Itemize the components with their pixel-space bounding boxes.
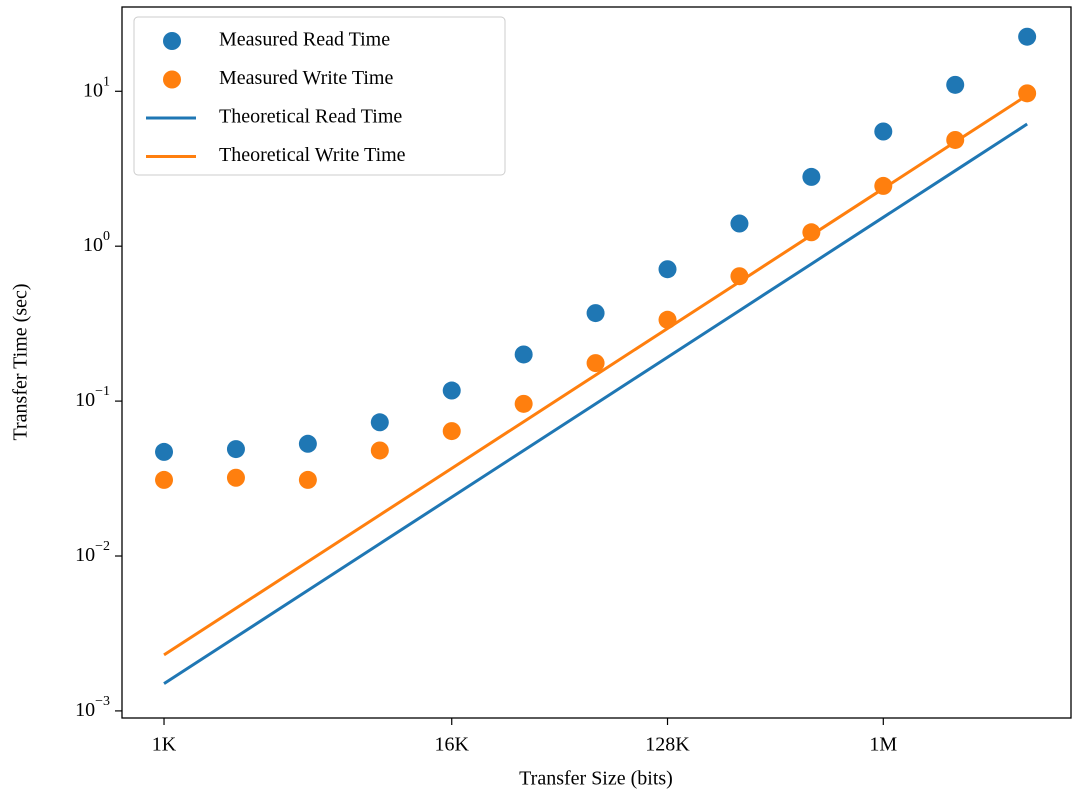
x-tick-label: 1M [869, 734, 897, 756]
point [946, 75, 965, 94]
legend-label: Theoretical Write Time [219, 144, 406, 166]
point [730, 214, 749, 233]
y-tick-label: 101 [83, 74, 110, 100]
point [802, 223, 821, 242]
point [155, 442, 174, 461]
point [514, 394, 533, 413]
y-tick-exponent: −1 [95, 384, 110, 399]
point [370, 413, 389, 432]
point [802, 167, 821, 186]
point [1018, 27, 1037, 46]
point [514, 345, 533, 364]
y-tick-base: 10 [75, 544, 95, 566]
x-tick-label: 1K [152, 734, 177, 756]
y-tick-base: 10 [75, 699, 95, 721]
plot-frame [121, 6, 1072, 719]
point [370, 441, 389, 460]
legend-label: Theoretical Read Time [219, 106, 402, 128]
legend-marker [163, 70, 181, 89]
line [163, 122, 1028, 685]
y-tick-base: 10 [83, 79, 103, 101]
y-tick-label: 10−2 [75, 539, 110, 565]
point [298, 470, 317, 489]
point [155, 470, 174, 489]
legend-marker [163, 32, 181, 50]
point [226, 440, 245, 459]
legend-label: Measured Read Time [219, 29, 390, 51]
legend-box [133, 16, 506, 176]
x-tick-label: 16K [435, 734, 470, 756]
point [298, 434, 317, 453]
y-tick-exponent: 1 [103, 74, 110, 89]
y-tick-exponent: −3 [95, 694, 110, 709]
point [1018, 84, 1037, 103]
point [946, 130, 965, 149]
y-axis-label: Transfer Time (sec) [10, 283, 32, 440]
point [586, 354, 605, 373]
y-tick-exponent: 0 [103, 229, 110, 244]
point [658, 260, 677, 279]
y-tick-base: 10 [75, 389, 95, 411]
point [442, 422, 461, 441]
y-tick-base: 10 [83, 234, 103, 256]
y-tick-label: 10−1 [75, 384, 110, 410]
line [163, 94, 1028, 657]
legend-label: Measured Write Time [219, 67, 393, 89]
point [226, 468, 245, 487]
x-tick-label: 128K [645, 734, 690, 756]
y-tick-exponent: −2 [95, 539, 110, 554]
y-tick-label: 100 [83, 229, 110, 255]
point [442, 381, 461, 400]
point [658, 310, 677, 329]
point [874, 176, 893, 195]
point [874, 122, 893, 141]
point [730, 267, 749, 286]
x-axis-label: Transfer Size (bits) [519, 768, 673, 790]
point [586, 304, 605, 323]
y-tick-label: 10−3 [75, 694, 110, 720]
